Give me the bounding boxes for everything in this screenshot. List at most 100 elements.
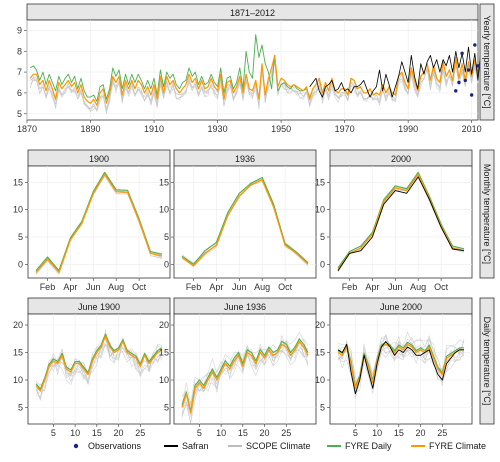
- x-tick-label: Aug: [410, 282, 426, 292]
- y-tick-label: 5: [17, 109, 22, 119]
- observation-point: [460, 51, 464, 56]
- x-tick-label: 25: [281, 428, 291, 438]
- chart-panel-6: June 2000 5 10 15 20 5 10 15 20 25: [315, 297, 473, 438]
- panel-title: 1871–2012: [230, 8, 275, 18]
- x-tick-label: Feb: [342, 282, 358, 292]
- y-tick-label: 20: [13, 320, 23, 330]
- safran-line: [337, 341, 464, 395]
- legend-item: FYRE Climate: [411, 441, 486, 451]
- legend-item: Safran: [164, 441, 209, 451]
- scope-climate-line: [337, 347, 465, 393]
- legend: Observations Safran SCOPE Climate FYRE Dail…: [73, 441, 486, 451]
- y-tick-label: 8: [17, 46, 22, 56]
- y-tick-label: 15: [159, 348, 169, 358]
- row-strip: [479, 297, 495, 425]
- x-tick-label: Apr: [209, 282, 223, 292]
- x-tick-label: 20: [114, 428, 124, 438]
- x-tick-label: Apr: [365, 282, 379, 292]
- fyre-climate-line: [337, 343, 464, 389]
- x-tick-label: 15: [238, 428, 248, 438]
- row-strip: [479, 149, 495, 279]
- x-tick-label: 25: [135, 428, 145, 438]
- observation-point: [457, 80, 461, 85]
- fyre-climate-line: [181, 340, 309, 414]
- legend-label: Observations: [88, 441, 142, 451]
- x-tick-label: 1910: [144, 124, 164, 134]
- observation-point: [476, 64, 480, 68]
- legend-label: FYRE Daily: [345, 441, 392, 451]
- y-tick-label: 5: [320, 403, 325, 413]
- y-tick-label: 10: [315, 375, 325, 385]
- x-tick-label: 10: [216, 428, 226, 438]
- x-tick-label: Apr: [63, 282, 77, 292]
- legend-label: FYRE Climate: [429, 441, 486, 451]
- y-tick-label: 15: [13, 177, 23, 187]
- plot-area: [173, 313, 317, 425]
- x-tick-label: 1870: [17, 124, 37, 134]
- y-tick-label: 7: [17, 67, 22, 77]
- legend-point-swatch: [73, 443, 79, 449]
- fyre-climate-line: [29, 54, 479, 107]
- safran-line: [309, 44, 482, 98]
- y-tick-label: 20: [159, 320, 169, 330]
- row-label-strip-0: Yearly temperature [°C]: [479, 3, 495, 121]
- x-tick-label: Jun: [388, 282, 403, 292]
- y-tick-label: 10: [315, 205, 325, 215]
- legend-item: SCOPE Climate: [228, 441, 311, 451]
- x-tick-label: 20: [260, 428, 270, 438]
- y-tick-label: 5: [320, 232, 325, 242]
- x-tick-label: 10: [70, 428, 80, 438]
- x-tick-label: 5: [353, 428, 358, 438]
- y-tick-label: 0: [18, 259, 23, 269]
- x-tick-label: Feb: [40, 282, 56, 292]
- plot-area: [329, 165, 473, 279]
- observation-point: [469, 93, 474, 97]
- plot-area: [26, 19, 479, 121]
- panel-title: June 2000: [380, 302, 422, 312]
- fyre-climate-line: [35, 173, 163, 274]
- x-tick-label: 15: [92, 428, 102, 438]
- row-label: Monthly temperature [°C]: [482, 164, 492, 264]
- x-tick-label: 1970: [335, 124, 355, 134]
- x-tick-label: 25: [437, 428, 447, 438]
- y-tick-label: 6: [17, 88, 22, 98]
- y-tick-label: 10: [159, 205, 169, 215]
- x-tick-label: 10: [372, 428, 382, 438]
- x-tick-label: Jun: [232, 282, 247, 292]
- panel-title: 1936: [235, 154, 255, 164]
- y-tick-label: 5: [18, 232, 23, 242]
- y-tick-label: 9: [17, 25, 22, 35]
- y-tick-label: 10: [13, 375, 23, 385]
- observation-point: [473, 43, 477, 47]
- panel-title: June 1900: [78, 302, 120, 312]
- fyre-climate-line: [35, 335, 163, 392]
- panel-title: 2000: [391, 154, 411, 164]
- y-tick-label: 15: [315, 177, 325, 187]
- x-tick-label: 15: [394, 428, 404, 438]
- legend-label: SCOPE Climate: [246, 441, 311, 451]
- y-tick-label: 5: [164, 232, 169, 242]
- x-tick-label: 1950: [271, 124, 291, 134]
- chart-panel-4: June 1900 5 10 15 20 5 10 15 20 25: [13, 297, 171, 438]
- x-tick-label: 5: [197, 428, 202, 438]
- fyre-climate-line: [337, 173, 465, 271]
- chart-panel-1: 1900 0 5 10 15 Feb Apr Jun Aug Oct: [13, 149, 171, 292]
- y-tick-label: 0: [164, 259, 169, 269]
- chart-panel-0: 1871–2012 5 6 7 8 9 1870 1890 1910 1930 1950 1970 19…: [17, 3, 482, 134]
- row-label-strip-2: Daily temperature [°C]: [479, 297, 495, 425]
- chart-panel-3: 2000 0 5 10 15 Feb Apr Jun Aug Oct: [315, 149, 473, 292]
- y-tick-label: 15: [315, 348, 325, 358]
- safran-line: [337, 176, 465, 272]
- x-tick-label: 1990: [398, 124, 418, 134]
- x-tick-label: Feb: [186, 282, 202, 292]
- observation-point: [454, 89, 458, 93]
- legend-label: Safran: [182, 441, 209, 451]
- x-tick-label: 1930: [208, 124, 228, 134]
- x-tick-label: Oct: [434, 282, 449, 292]
- x-tick-label: 2010: [462, 124, 482, 134]
- fyre-daily-line: [181, 176, 309, 265]
- y-tick-label: 5: [164, 403, 169, 413]
- x-tick-label: Aug: [108, 282, 124, 292]
- x-tick-label: 5: [51, 428, 56, 438]
